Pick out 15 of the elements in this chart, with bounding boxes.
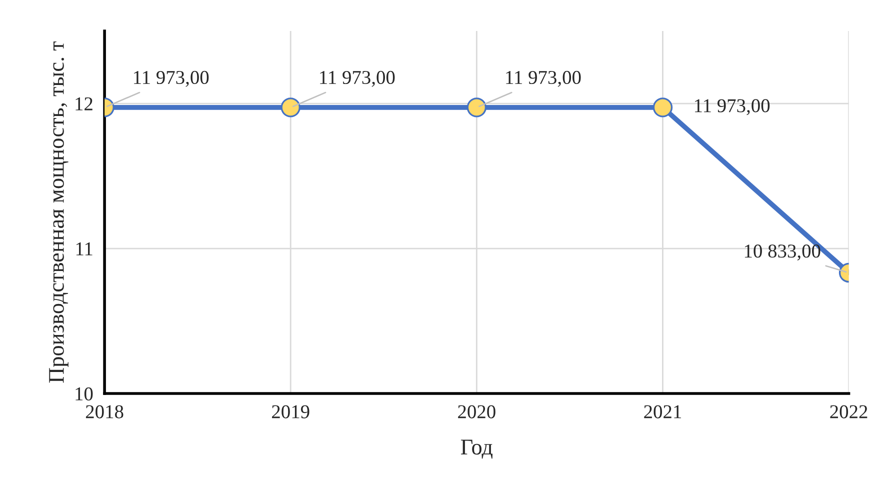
annotation: 11 973,00 (694, 99, 770, 116)
y-tick-label: 11 (76, 242, 92, 256)
x-tick-label: 2020 (458, 405, 496, 418)
annotation: 10 833,00 (744, 244, 820, 260)
y-tick-label: 10 (76, 387, 93, 400)
y-tick-label: 12 (76, 97, 92, 110)
annotation: 11 973,00 (320, 70, 395, 87)
x-tick-label: 2018 (86, 405, 124, 418)
x-axis-title: Год (460, 440, 493, 459)
annotation: 11 973,00 (506, 70, 581, 87)
annotation: 11 973,00 (134, 70, 209, 87)
x-tick-label: 2021 (644, 405, 682, 418)
x-tick-label: 2019 (272, 405, 310, 418)
y-axis-title: Производственная мощность, тыс. т (49, 41, 68, 383)
x-tick-label: 2022 (830, 405, 868, 418)
